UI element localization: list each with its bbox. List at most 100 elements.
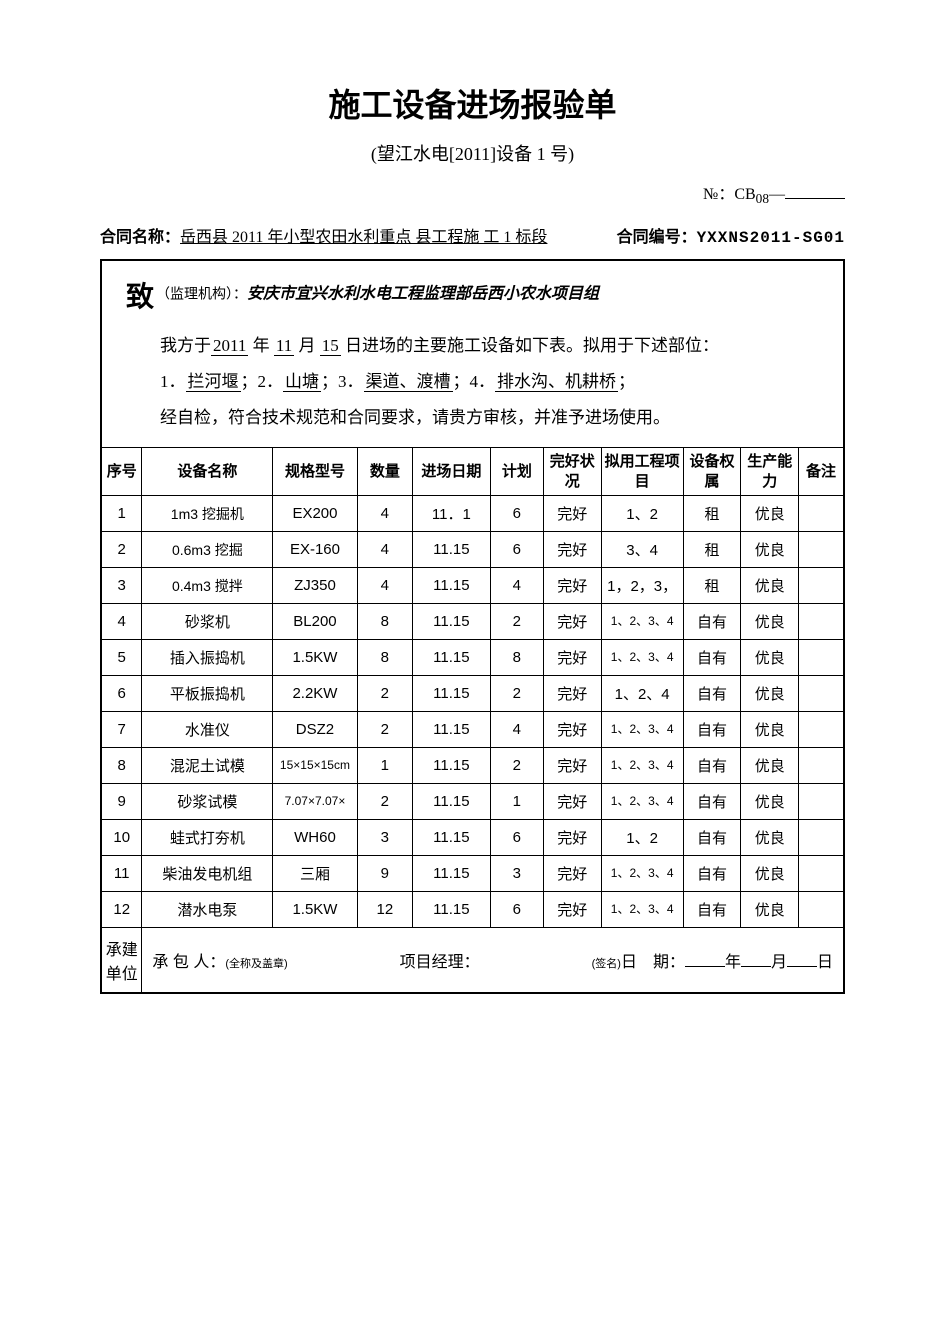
cell-plan: 8: [490, 640, 543, 676]
cell-n: 4: [102, 604, 142, 640]
table-row: 8混泥土试模15×15×15cm111.152完好1、2、3、4自有优良: [102, 748, 843, 784]
cell-qty: 2: [357, 784, 412, 820]
cell-plan: 2: [490, 748, 543, 784]
cell-name: 蛙式打夯机: [142, 820, 273, 856]
cell-rem: [799, 640, 843, 676]
table-row: 5插入振捣机1.5KW811.158完好1、2、3、4自有优良: [102, 640, 843, 676]
cell-name: 0.6m3 挖掘: [142, 532, 273, 568]
cell-use: 1、2、3、4: [601, 856, 683, 892]
cell-rem: [799, 568, 843, 604]
cell-name: 1m3 挖掘机: [142, 496, 273, 532]
doc-no-sub: 08: [756, 191, 769, 206]
cell-use: 1、2、3、4: [601, 712, 683, 748]
table-header-row: 序号 设备名称 规格型号 数量 进场日期 计划 完好状况 拟用工程项目 设备权属…: [102, 448, 843, 496]
cell-plan: 6: [490, 532, 543, 568]
cell-rem: [799, 532, 843, 568]
p2f: 渠道、渡槽: [364, 372, 453, 392]
contract-code-label: 合同编号：: [617, 229, 697, 246]
cell-spec: ZJ350: [273, 568, 357, 604]
cell-n: 11: [102, 856, 142, 892]
cell-own: 租: [683, 532, 741, 568]
date-month-blank[interactable]: [741, 966, 771, 967]
doc-number-line: №：CB08—: [100, 180, 845, 207]
cell-qty: 1: [357, 748, 412, 784]
cell-cap: 优良: [741, 604, 799, 640]
cell-rem: [799, 496, 843, 532]
cell-plan: 1: [490, 784, 543, 820]
th-own: 设备权属: [683, 448, 741, 496]
cell-cap: 优良: [741, 892, 799, 928]
cell-date: 11.15: [413, 892, 491, 928]
table-row: 11柴油发电机组三厢911.153完好1、2、3、4自有优良: [102, 856, 843, 892]
cell-cap: 优良: [741, 784, 799, 820]
p1yc: 年: [248, 336, 274, 355]
cell-name: 混泥土试模: [142, 748, 273, 784]
cell-cond: 完好: [543, 640, 601, 676]
p1mc: 月: [294, 336, 320, 355]
cell-spec: EX200: [273, 496, 357, 532]
intro-para-3: 经自检，符合技术规范和合同要求，请贵方审核，并准予进场使用。: [126, 401, 819, 435]
contract-code-value: YXXNS2011-SG01: [697, 229, 845, 247]
cell-use: 1、2、3、4: [601, 784, 683, 820]
cell-cond: 完好: [543, 784, 601, 820]
intro-para-2: 1．拦河堰；2．山塘；3．渠道、渡槽；4．排水沟、机耕桥；: [126, 365, 819, 399]
date-y: 年: [725, 954, 741, 971]
cell-n: 1: [102, 496, 142, 532]
cell-own: 自有: [683, 820, 741, 856]
date-day-blank[interactable]: [787, 966, 817, 967]
p2a: 1．: [160, 372, 186, 391]
table-row: 9砂浆试模7.07×7.07×211.151完好1、2、3、4自有优良: [102, 784, 843, 820]
cell-use: 1、2: [601, 496, 683, 532]
cell-qty: 12: [357, 892, 412, 928]
cell-name: 砂浆试模: [142, 784, 273, 820]
date-m: 月: [771, 954, 787, 971]
cell-n: 12: [102, 892, 142, 928]
cell-qty: 3: [357, 820, 412, 856]
to-line: 致（监理机构）：安庆市宜兴水利水电工程监理部岳西小农水项目组: [126, 275, 819, 315]
cell-date: 11.15: [413, 820, 491, 856]
cell-own: 租: [683, 568, 741, 604]
cell-cond: 完好: [543, 532, 601, 568]
p2i: ；: [618, 372, 635, 391]
table-row: 12潜水电泵1.5KW1211.156完好1、2、3、4自有优良: [102, 892, 843, 928]
cell-qty: 4: [357, 532, 412, 568]
cell-spec: 1.5KW: [273, 640, 357, 676]
doc-no-label: №：CB: [703, 186, 756, 203]
p1a: 我方于: [160, 336, 211, 355]
cell-own: 自有: [683, 676, 741, 712]
p1b: 日进场的主要施工设备如下表。拟用于下述部位：: [341, 336, 719, 355]
cell-n: 9: [102, 784, 142, 820]
cell-cap: 优良: [741, 496, 799, 532]
intro-para-1: 我方于2011 年 11 月 15 日进场的主要施工设备如下表。拟用于下述部位：: [126, 329, 819, 363]
th-name: 设备名称: [142, 448, 273, 496]
page-subtitle: (望江水电[2011]设备 1 号): [100, 140, 845, 166]
cell-n: 3: [102, 568, 142, 604]
cell-rem: [799, 676, 843, 712]
cell-use: 1、2、3、4: [601, 604, 683, 640]
table-row: 6平板振捣机2.2KW211.152完好1、2、4自有优良: [102, 676, 843, 712]
cell-plan: 3: [490, 856, 543, 892]
cell-rem: [799, 820, 843, 856]
cell-name: 0.4m3 搅拌: [142, 568, 273, 604]
cell-own: 自有: [683, 712, 741, 748]
cell-use: 1、2: [601, 820, 683, 856]
th-cond: 完好状况: [543, 448, 601, 496]
cell-date: 11.15: [413, 748, 491, 784]
cell-rem: [799, 712, 843, 748]
cell-spec: 15×15×15cm: [273, 748, 357, 784]
p2d: 山塘: [283, 372, 321, 392]
cell-plan: 2: [490, 604, 543, 640]
cell-cap: 优良: [741, 820, 799, 856]
cell-name: 水准仪: [142, 712, 273, 748]
th-cap: 生产能力: [741, 448, 799, 496]
to-org: 安庆市宜兴水利水电工程监理部岳西小农水项目组: [247, 286, 599, 303]
cell-plan: 4: [490, 712, 543, 748]
cell-qty: 2: [357, 676, 412, 712]
doc-no-blank[interactable]: [785, 198, 845, 199]
cell-rem: [799, 748, 843, 784]
cell-spec: WH60: [273, 820, 357, 856]
cell-use: 3、4: [601, 532, 683, 568]
date-label: 日 期：: [621, 954, 685, 971]
cell-own: 自有: [683, 640, 741, 676]
date-year-blank[interactable]: [685, 966, 725, 967]
